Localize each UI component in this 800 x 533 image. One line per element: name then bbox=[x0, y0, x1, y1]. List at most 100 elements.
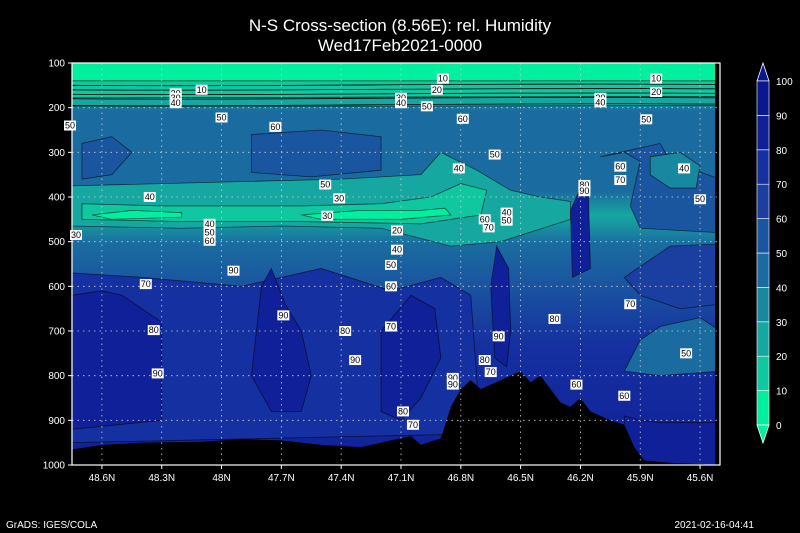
contour-label-box bbox=[436, 73, 449, 84]
contour-label: 60 bbox=[480, 214, 490, 224]
y-tick-label: 400 bbox=[48, 193, 65, 204]
colorbar-swatch bbox=[756, 252, 770, 288]
contour-label-box bbox=[680, 348, 693, 359]
contour-label: 60 bbox=[571, 380, 581, 390]
contour-label: 90 bbox=[448, 380, 458, 390]
contour-label: 50 bbox=[490, 150, 500, 160]
contour-label-box bbox=[143, 192, 156, 202]
contour-label: 50 bbox=[695, 194, 705, 204]
colorbar-label: 30 bbox=[776, 318, 788, 329]
x-tick-label: 46.2N bbox=[567, 473, 594, 484]
contour-label-box bbox=[203, 218, 216, 229]
humidity-region bbox=[91, 209, 183, 220]
contour-label: 40 bbox=[171, 98, 181, 108]
contour-label: 90 bbox=[448, 373, 458, 383]
colorbar-swatch bbox=[756, 80, 770, 116]
contour-label: 60 bbox=[386, 281, 396, 291]
contour-label-box bbox=[215, 112, 228, 123]
contour-label-box bbox=[195, 84, 208, 95]
contour-label-box bbox=[151, 368, 164, 379]
y-tick-label: 300 bbox=[48, 148, 65, 159]
contour-label: 40 bbox=[502, 208, 512, 218]
contour-label: 10 bbox=[438, 74, 448, 84]
contour-label: 40 bbox=[392, 245, 402, 255]
contour-label-box bbox=[624, 299, 637, 310]
contour-label: 50 bbox=[65, 121, 75, 131]
contour-label-box bbox=[64, 120, 77, 131]
contour-label-box bbox=[618, 390, 631, 401]
colorbar-label: 10 bbox=[776, 387, 788, 398]
contour-label: 30 bbox=[396, 93, 406, 103]
contour-label: 40 bbox=[396, 98, 406, 108]
contour-label-box bbox=[578, 179, 591, 190]
colorbar-label: 50 bbox=[776, 249, 788, 260]
colorbar-top-arrow bbox=[756, 61, 770, 82]
contour-label-box bbox=[333, 193, 346, 204]
footer-timestamp: 2021-02-16-04:41 bbox=[674, 520, 754, 531]
contour-label-box bbox=[484, 367, 497, 378]
contour-label-box bbox=[488, 149, 501, 160]
y-tick-label: 500 bbox=[48, 237, 65, 248]
contour-label: 30 bbox=[334, 193, 344, 203]
humidity-region bbox=[251, 267, 312, 412]
colorbar-swatch bbox=[756, 321, 770, 357]
contour-label-box bbox=[385, 281, 398, 292]
right-edge-strip bbox=[715, 63, 720, 465]
terrain-mask bbox=[72, 371, 720, 465]
humidity-region bbox=[623, 317, 721, 377]
contour-label: 50 bbox=[205, 228, 215, 238]
colorbar-swatch bbox=[756, 390, 770, 426]
contour-label-box bbox=[147, 325, 160, 336]
contour-label-box bbox=[394, 92, 407, 103]
humidity-region bbox=[649, 151, 701, 189]
contour-label-box bbox=[349, 355, 362, 366]
contour-label-box bbox=[390, 225, 403, 236]
contour-label-box bbox=[277, 310, 290, 321]
contour-label-box bbox=[678, 163, 691, 174]
contour-label: 40 bbox=[595, 97, 605, 107]
contour-label: 80 bbox=[149, 325, 159, 335]
contour-line bbox=[71, 103, 721, 107]
contour-label-box bbox=[169, 98, 182, 109]
humidity-region bbox=[600, 142, 721, 234]
contour-label: 60 bbox=[205, 236, 215, 246]
contour-label-box bbox=[394, 98, 407, 109]
contour-label-box bbox=[694, 194, 707, 205]
colorbar-swatch bbox=[756, 149, 770, 185]
chart-title: N-S Cross-section (8.56E): rel. Humidity bbox=[248, 16, 552, 35]
contour-label-box bbox=[482, 222, 495, 233]
contour-label: 20 bbox=[392, 226, 402, 236]
y-tick-label: 800 bbox=[48, 371, 65, 382]
x-tick-label: 48.3N bbox=[148, 473, 175, 484]
y-tick-label: 1000 bbox=[43, 461, 66, 472]
x-tick-label: 47.4N bbox=[328, 473, 355, 484]
contour-label: 60 bbox=[270, 122, 280, 132]
contour-line bbox=[71, 83, 721, 87]
contour-label-box bbox=[420, 101, 433, 112]
contour-label: 80 bbox=[550, 314, 560, 324]
contour-label-box bbox=[478, 214, 491, 225]
contour-label-box bbox=[203, 227, 216, 238]
contour-label: 30 bbox=[71, 230, 81, 240]
contour-label: 50 bbox=[502, 216, 512, 226]
contour-label-box bbox=[446, 372, 459, 383]
contour-label-box bbox=[548, 313, 561, 324]
contour-label-box bbox=[500, 207, 513, 218]
contour-label-box bbox=[578, 186, 591, 197]
contour-label: 70 bbox=[141, 279, 151, 289]
contour-label: 20 bbox=[432, 85, 442, 95]
contour-label: 10 bbox=[651, 74, 661, 84]
contour-label: 30 bbox=[322, 211, 332, 221]
contour-label: 70 bbox=[386, 322, 396, 332]
x-tick-label: 45.6N bbox=[687, 473, 714, 484]
contour-label: 90 bbox=[350, 355, 360, 365]
colorbar-bottom-arrow bbox=[756, 424, 770, 445]
x-tick-label: 47.7N bbox=[268, 473, 295, 484]
contour-label: 40 bbox=[679, 163, 689, 173]
contour-label: 50 bbox=[217, 112, 227, 122]
contour-label-box bbox=[319, 179, 332, 190]
contour-label: 40 bbox=[145, 192, 155, 202]
contour-label-box bbox=[650, 87, 663, 98]
contour-label-box bbox=[614, 175, 627, 186]
